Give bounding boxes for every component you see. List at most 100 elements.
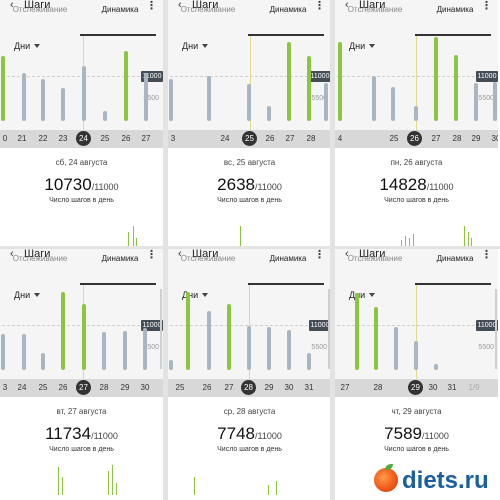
chart-bar[interactable] bbox=[372, 76, 376, 121]
axis-day[interactable]: 27 bbox=[340, 383, 350, 392]
axis-day[interactable]: 25 bbox=[175, 383, 185, 392]
tab-tracking[interactable]: Отслеживание bbox=[12, 254, 68, 263]
axis-day[interactable]: 27 bbox=[431, 134, 441, 143]
back-icon[interactable]: ‹ bbox=[178, 0, 182, 11]
chart-bar[interactable] bbox=[61, 88, 65, 121]
chart-bar[interactable] bbox=[102, 332, 106, 370]
tab-dynamics[interactable]: Динамика bbox=[269, 5, 307, 14]
axis-day[interactable]: 1/9 bbox=[468, 383, 480, 392]
axis-day[interactable]: 4 bbox=[337, 134, 343, 143]
tab-dynamics[interactable]: Динамика bbox=[436, 254, 474, 263]
period-dropdown[interactable]: Дни bbox=[14, 290, 31, 300]
selected-day[interactable]: 24 bbox=[76, 131, 91, 146]
selected-day[interactable]: 26 bbox=[407, 131, 422, 146]
chart-bar[interactable] bbox=[474, 83, 478, 121]
chart-bar[interactable] bbox=[22, 334, 26, 370]
period-dropdown[interactable]: Дни bbox=[349, 41, 366, 51]
chart-bar[interactable] bbox=[144, 73, 148, 121]
axis-day[interactable]: 28 bbox=[452, 134, 462, 143]
chart-bar[interactable] bbox=[103, 111, 107, 121]
chart-bar[interactable] bbox=[287, 330, 291, 370]
axis-day[interactable]: 27 bbox=[224, 383, 234, 392]
selected-day[interactable]: 27 bbox=[76, 380, 91, 395]
axis-day[interactable]: 25 bbox=[389, 134, 399, 143]
chart-bar[interactable] bbox=[338, 42, 342, 121]
chart-bar[interactable] bbox=[454, 55, 458, 121]
scrollbar[interactable] bbox=[495, 289, 497, 369]
chart-bar[interactable] bbox=[1, 56, 5, 121]
axis-day[interactable]: 30 bbox=[491, 134, 498, 143]
axis-day[interactable]: 28 bbox=[306, 134, 316, 143]
chart-bar[interactable] bbox=[307, 56, 311, 121]
tab-tracking[interactable]: Отслеживание bbox=[180, 5, 236, 14]
chart-bar[interactable] bbox=[434, 364, 438, 370]
period-dropdown[interactable]: Дни bbox=[182, 290, 199, 300]
tab-dynamics[interactable]: Динамика bbox=[101, 254, 139, 263]
chart-bar[interactable] bbox=[1, 334, 5, 370]
chart-bar[interactable] bbox=[287, 42, 291, 121]
chevron-down-icon[interactable] bbox=[34, 44, 40, 48]
chart-bar[interactable] bbox=[124, 51, 128, 121]
axis-day[interactable]: 30 bbox=[284, 383, 294, 392]
chevron-down-icon[interactable] bbox=[369, 44, 375, 48]
chart-bar[interactable] bbox=[207, 311, 211, 370]
period-dropdown[interactable]: Дни bbox=[14, 41, 31, 51]
chart-bar[interactable] bbox=[307, 353, 311, 370]
back-icon[interactable]: ‹ bbox=[10, 0, 14, 11]
tab-dynamics[interactable]: Динамика bbox=[436, 5, 474, 14]
axis-day[interactable]: 26 bbox=[265, 134, 275, 143]
axis-day[interactable]: 0 bbox=[2, 134, 8, 143]
more-menu-icon[interactable]: ⋮ bbox=[481, 0, 492, 12]
chart-bar[interactable] bbox=[355, 293, 359, 370]
scrollbar[interactable] bbox=[160, 289, 162, 369]
axis-day[interactable]: 31 bbox=[447, 383, 457, 392]
chart-bar[interactable] bbox=[247, 84, 251, 121]
back-icon[interactable]: ‹ bbox=[10, 249, 14, 260]
more-menu-icon[interactable]: ⋮ bbox=[146, 249, 157, 261]
chart-bar[interactable] bbox=[82, 304, 86, 370]
scrollbar[interactable] bbox=[328, 289, 330, 369]
more-menu-icon[interactable]: ⋮ bbox=[146, 0, 157, 12]
axis-day[interactable]: 28 bbox=[99, 383, 109, 392]
chart-bar[interactable] bbox=[41, 353, 45, 370]
chart-bar[interactable] bbox=[123, 331, 127, 370]
tab-tracking[interactable]: Отслеживание bbox=[180, 254, 236, 263]
chart-bar[interactable] bbox=[414, 106, 418, 121]
axis-day[interactable]: 30 bbox=[428, 383, 438, 392]
more-menu-icon[interactable]: ⋮ bbox=[314, 0, 325, 12]
chart-bar[interactable] bbox=[82, 66, 86, 121]
axis-day[interactable]: 30 bbox=[140, 383, 150, 392]
chart-bar[interactable] bbox=[186, 292, 190, 370]
chart-bar[interactable] bbox=[391, 87, 395, 121]
axis-day[interactable]: 27 bbox=[285, 134, 295, 143]
axis-day[interactable]: 26 bbox=[58, 383, 68, 392]
axis-day[interactable]: 27 bbox=[141, 134, 151, 143]
chart-bar[interactable] bbox=[267, 106, 271, 121]
chart-bar[interactable] bbox=[169, 79, 173, 121]
axis-day[interactable]: 31 bbox=[304, 383, 314, 392]
tab-tracking[interactable]: Отслеживание bbox=[347, 254, 403, 263]
chart-bar[interactable] bbox=[267, 327, 271, 370]
axis-day[interactable]: 22 bbox=[38, 134, 48, 143]
period-dropdown[interactable]: Дни bbox=[182, 41, 199, 51]
selected-day[interactable]: 29 bbox=[408, 380, 423, 395]
chart-bar[interactable] bbox=[247, 326, 251, 370]
axis-day[interactable]: 26 bbox=[202, 383, 212, 392]
chart-bar[interactable] bbox=[61, 292, 65, 370]
chart-bar[interactable] bbox=[434, 37, 438, 121]
axis-day[interactable]: 24 bbox=[220, 134, 230, 143]
chart-bar[interactable] bbox=[493, 82, 497, 121]
chart-bar[interactable] bbox=[207, 76, 211, 121]
axis-day[interactable]: 26 bbox=[121, 134, 131, 143]
tab-tracking[interactable]: Отслеживание bbox=[347, 5, 403, 14]
chevron-down-icon[interactable] bbox=[202, 44, 208, 48]
chart-bar[interactable] bbox=[22, 73, 26, 121]
axis-day[interactable]: 23 bbox=[58, 134, 68, 143]
tab-tracking[interactable]: Отслеживание bbox=[12, 5, 68, 14]
selected-day[interactable]: 28 bbox=[241, 380, 256, 395]
tab-dynamics[interactable]: Динамика bbox=[101, 5, 139, 14]
axis-day[interactable]: 28 bbox=[373, 383, 383, 392]
axis-day[interactable]: 25 bbox=[100, 134, 110, 143]
chevron-down-icon[interactable] bbox=[202, 293, 208, 297]
axis-day[interactable]: 3 bbox=[170, 134, 176, 143]
